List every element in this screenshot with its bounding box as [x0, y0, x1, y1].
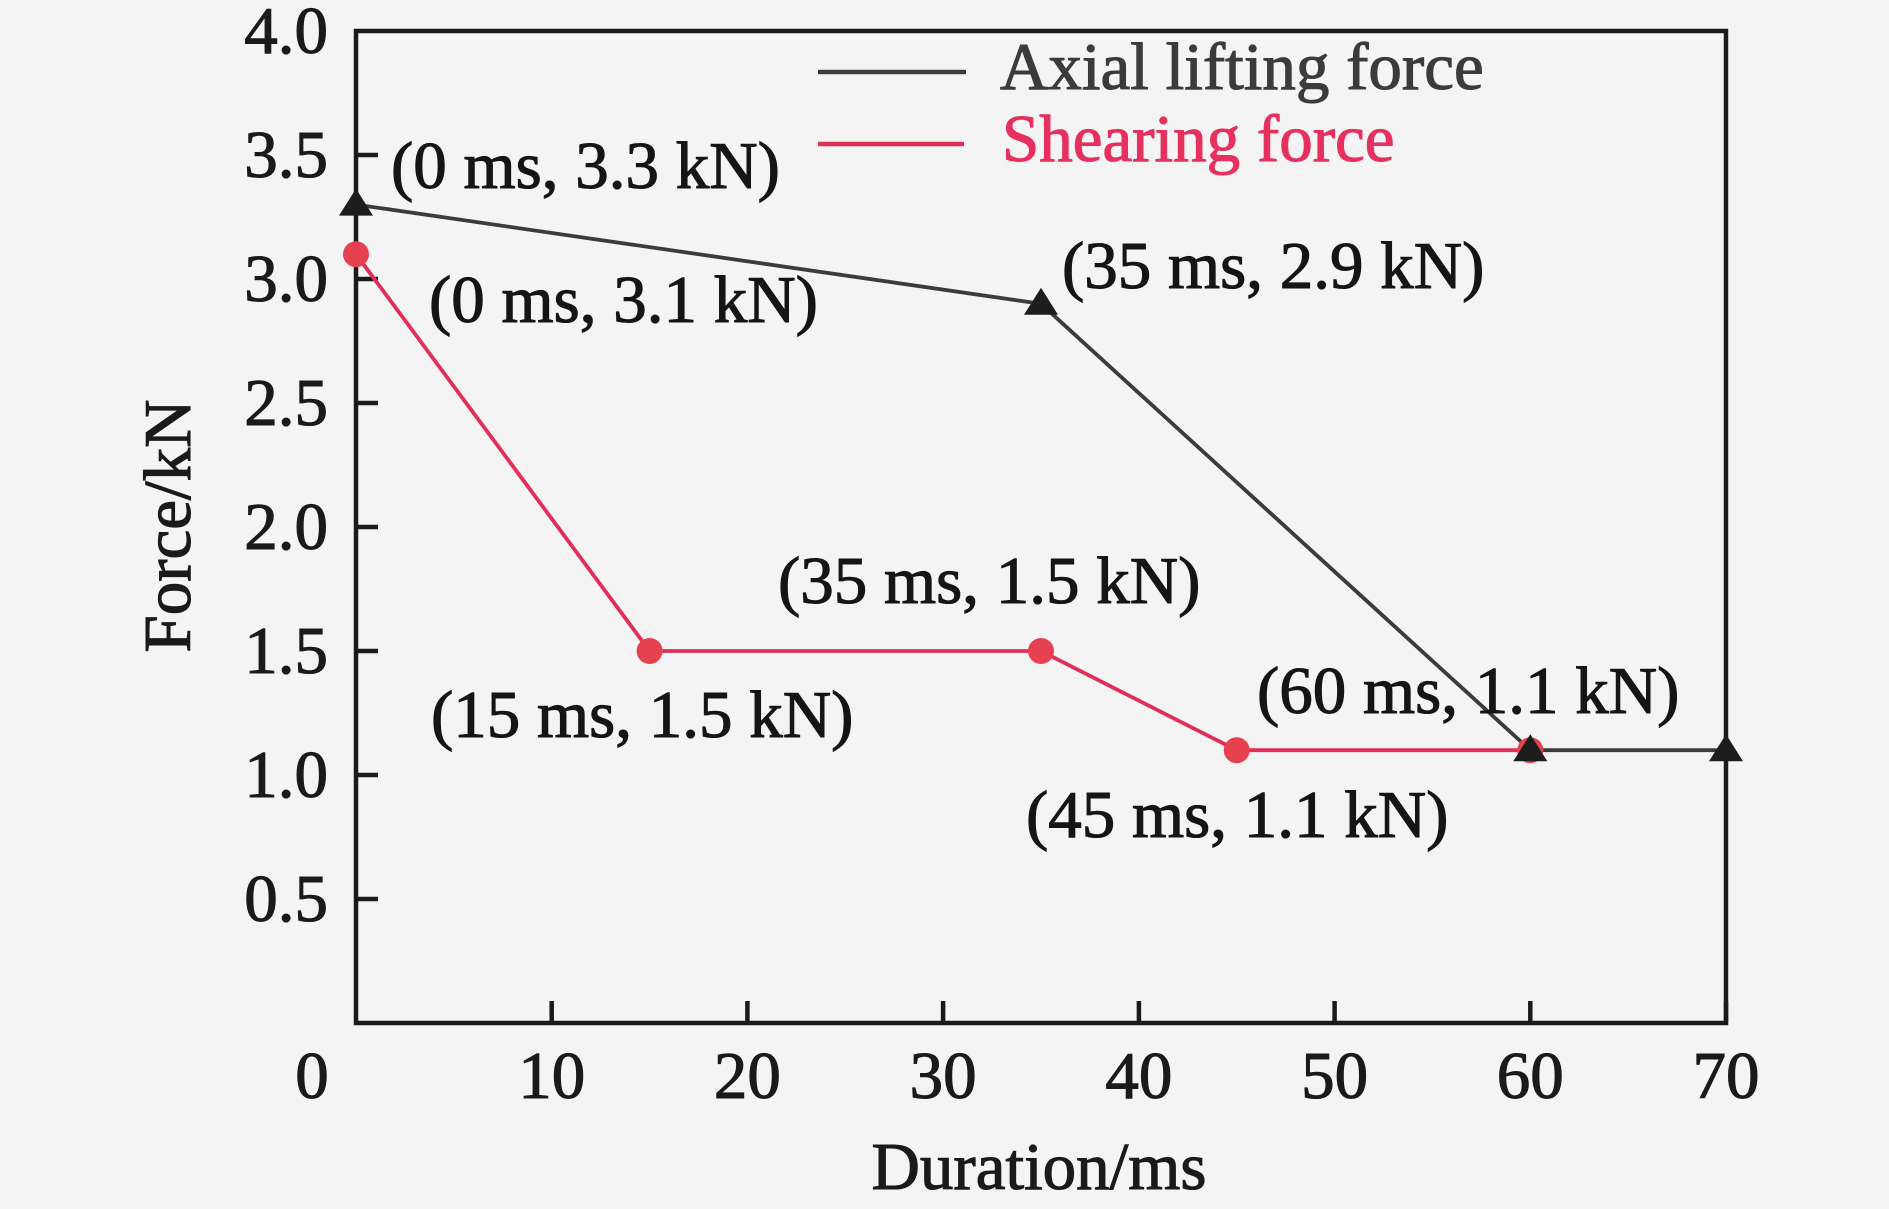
svg-text:(15 ms, 1.5 kN): (15 ms, 1.5 kN)	[431, 678, 853, 752]
svg-text:(60 ms, 1.1 kN): (60 ms, 1.1 kN)	[1257, 654, 1679, 728]
svg-text:Axial lifting force: Axial lifting force	[1000, 30, 1484, 104]
svg-text:3.0: 3.0	[244, 242, 328, 316]
svg-text:3.5: 3.5	[244, 118, 328, 192]
svg-text:Duration/ms: Duration/ms	[872, 1130, 1207, 1204]
svg-text:(35 ms, 2.9 kN): (35 ms, 2.9 kN)	[1062, 229, 1484, 303]
svg-text:4.0: 4.0	[244, 0, 328, 68]
svg-text:0.5: 0.5	[244, 862, 328, 936]
svg-text:1.5: 1.5	[244, 614, 328, 688]
svg-text:50: 50	[1301, 1039, 1368, 1113]
svg-text:1.0: 1.0	[244, 738, 328, 812]
svg-text:30: 30	[910, 1039, 977, 1113]
svg-text:70: 70	[1693, 1039, 1760, 1113]
svg-text:(0 ms, 3.3 kN): (0 ms, 3.3 kN)	[391, 129, 780, 203]
svg-text:(35 ms, 1.5 kN): (35 ms, 1.5 kN)	[778, 544, 1200, 618]
svg-text:(0 ms, 3.1 kN): (0 ms, 3.1 kN)	[429, 263, 818, 337]
svg-text:60: 60	[1497, 1039, 1564, 1113]
svg-text:(45 ms, 1.1 kN): (45 ms, 1.1 kN)	[1026, 778, 1448, 852]
svg-text:Shearing force: Shearing force	[1002, 102, 1395, 176]
svg-text:0: 0	[295, 1039, 329, 1113]
svg-text:Force/kN: Force/kN	[131, 399, 205, 652]
svg-text:2.0: 2.0	[244, 490, 328, 564]
svg-text:40: 40	[1105, 1039, 1172, 1113]
svg-text:20: 20	[714, 1039, 781, 1113]
svg-text:10: 10	[518, 1039, 585, 1113]
svg-text:2.5: 2.5	[244, 366, 328, 440]
